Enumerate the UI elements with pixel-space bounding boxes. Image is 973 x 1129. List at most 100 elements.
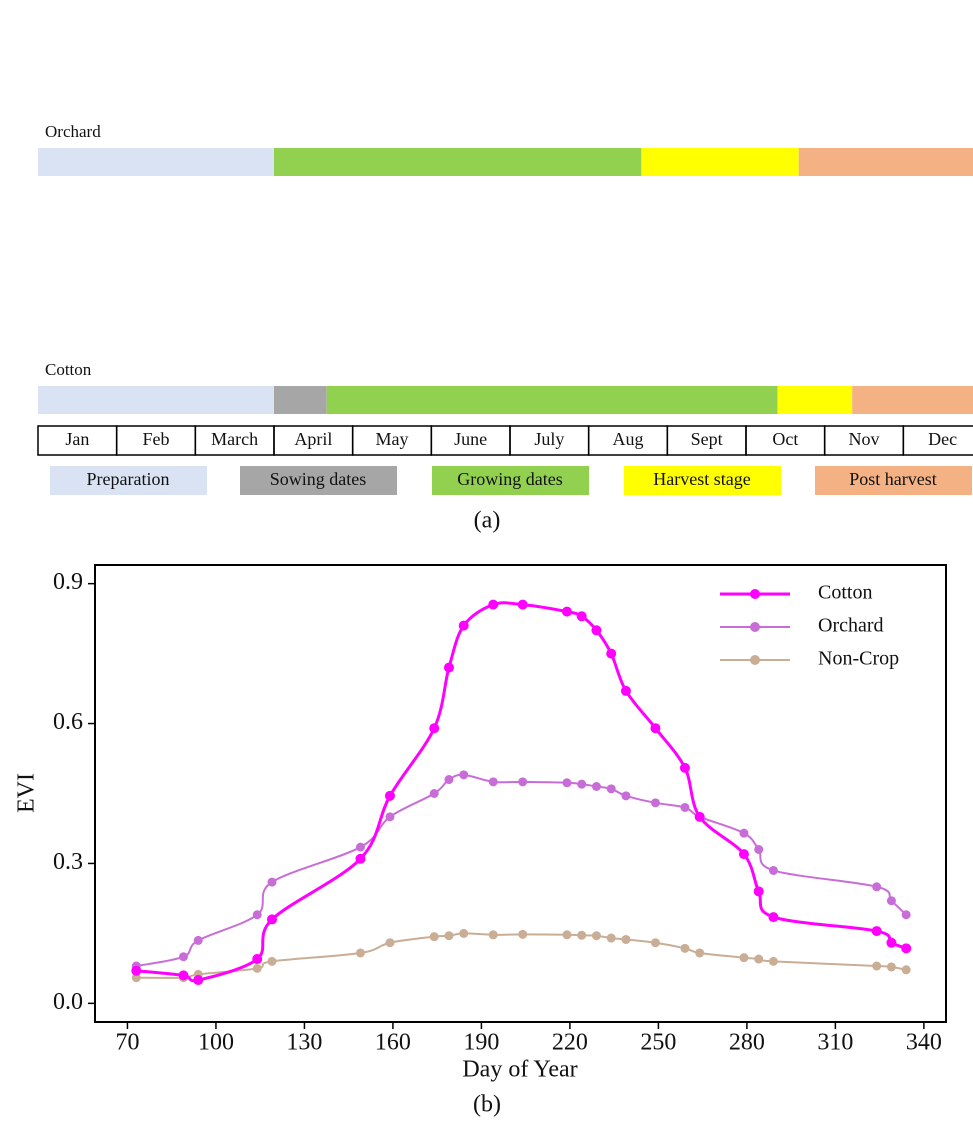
data-point — [886, 962, 896, 972]
data-point — [576, 611, 587, 622]
x-axis-label: Day of Year — [462, 1057, 577, 1083]
legend-label: Non-Crop — [818, 648, 899, 670]
month-label: Sept — [691, 429, 723, 449]
data-point — [193, 935, 203, 945]
month-label: Feb — [143, 429, 170, 449]
month-label: April — [294, 429, 332, 449]
data-point — [193, 975, 204, 986]
x-tick-label: 280 — [729, 1030, 765, 1056]
stage-swatch — [50, 466, 207, 495]
data-point — [355, 853, 366, 864]
stage-label: Growing dates — [457, 469, 562, 489]
data-point — [680, 802, 690, 812]
data-point — [901, 943, 912, 954]
data-point — [385, 812, 395, 822]
data-point — [738, 849, 749, 860]
data-point — [621, 791, 631, 801]
caption: (a) — [474, 508, 501, 534]
x-tick-label: 70 — [115, 1030, 139, 1056]
data-point — [650, 723, 661, 734]
data-point — [694, 811, 705, 822]
month-label: March — [211, 429, 258, 449]
data-point — [901, 965, 911, 975]
data-point — [178, 970, 189, 981]
stage-segment — [852, 386, 973, 414]
data-point — [267, 877, 277, 887]
data-point — [178, 952, 188, 962]
month-label: Nov — [849, 429, 880, 449]
data-point — [679, 762, 690, 773]
data-point — [459, 770, 469, 780]
series-line — [136, 932, 907, 979]
data-point — [355, 842, 365, 852]
stage-segment — [38, 386, 274, 414]
data-point — [459, 928, 469, 938]
data-point — [252, 910, 262, 920]
data-point — [384, 790, 395, 801]
x-tick-label: 100 — [198, 1030, 234, 1056]
data-point — [886, 896, 896, 906]
data-point — [872, 882, 882, 892]
y-tick-label: 0.6 — [53, 709, 83, 735]
stage-segment — [274, 148, 642, 176]
data-point — [577, 779, 587, 789]
stage-segment — [641, 148, 799, 176]
data-point — [577, 930, 587, 940]
month-label: July — [534, 429, 564, 449]
x-tick-label: 310 — [817, 1030, 853, 1056]
data-point — [754, 844, 764, 854]
stage-segment — [798, 148, 973, 176]
data-point — [680, 943, 690, 953]
crop-label: Cotton — [45, 360, 92, 379]
data-point — [591, 782, 601, 792]
legend-label: Cotton — [818, 582, 872, 604]
data-point — [458, 620, 469, 631]
stage-label: Sowing dates — [270, 469, 367, 489]
stage-swatch — [432, 466, 589, 495]
data-point — [443, 662, 454, 673]
series-line — [136, 601, 907, 983]
legend-marker — [750, 589, 760, 599]
month-cell — [902, 425, 973, 456]
month-label: Jan — [65, 429, 89, 449]
data-point — [606, 933, 616, 943]
legend-marker — [750, 622, 760, 632]
data-point — [901, 910, 911, 920]
stage-segment — [274, 386, 327, 414]
data-point — [886, 937, 897, 948]
y-tick-label: 0.3 — [53, 849, 83, 875]
data-point — [429, 932, 439, 942]
x-tick-label: 130 — [286, 1030, 322, 1056]
data-point — [768, 956, 778, 966]
data-point — [872, 961, 882, 971]
data-point — [131, 965, 142, 976]
data-point — [739, 953, 749, 963]
stage-segment — [38, 148, 274, 176]
month-label: May — [376, 429, 409, 449]
stage-label: Post harvest — [849, 469, 937, 489]
data-point — [131, 973, 141, 983]
x-tick-label: 160 — [375, 1030, 411, 1056]
month-label: Aug — [613, 429, 644, 449]
stage-swatch — [624, 466, 781, 495]
data-point — [488, 599, 499, 610]
data-point — [620, 685, 631, 696]
stage-label: Preparation — [87, 469, 170, 489]
data-point — [518, 929, 528, 939]
data-point — [562, 930, 572, 940]
data-point — [739, 828, 749, 838]
x-tick-label: 340 — [906, 1030, 942, 1056]
data-point — [267, 956, 277, 966]
data-point — [650, 938, 660, 948]
legend-marker — [750, 655, 760, 665]
data-point — [695, 948, 705, 958]
y-axis-label: EVI — [14, 773, 40, 813]
y-tick-label: 0.9 — [53, 569, 83, 595]
data-point — [252, 954, 263, 965]
plot-frame — [94, 564, 947, 1023]
data-point — [488, 930, 498, 940]
month-label: Oct — [772, 429, 798, 449]
data-point — [768, 865, 778, 875]
data-point — [429, 723, 440, 734]
